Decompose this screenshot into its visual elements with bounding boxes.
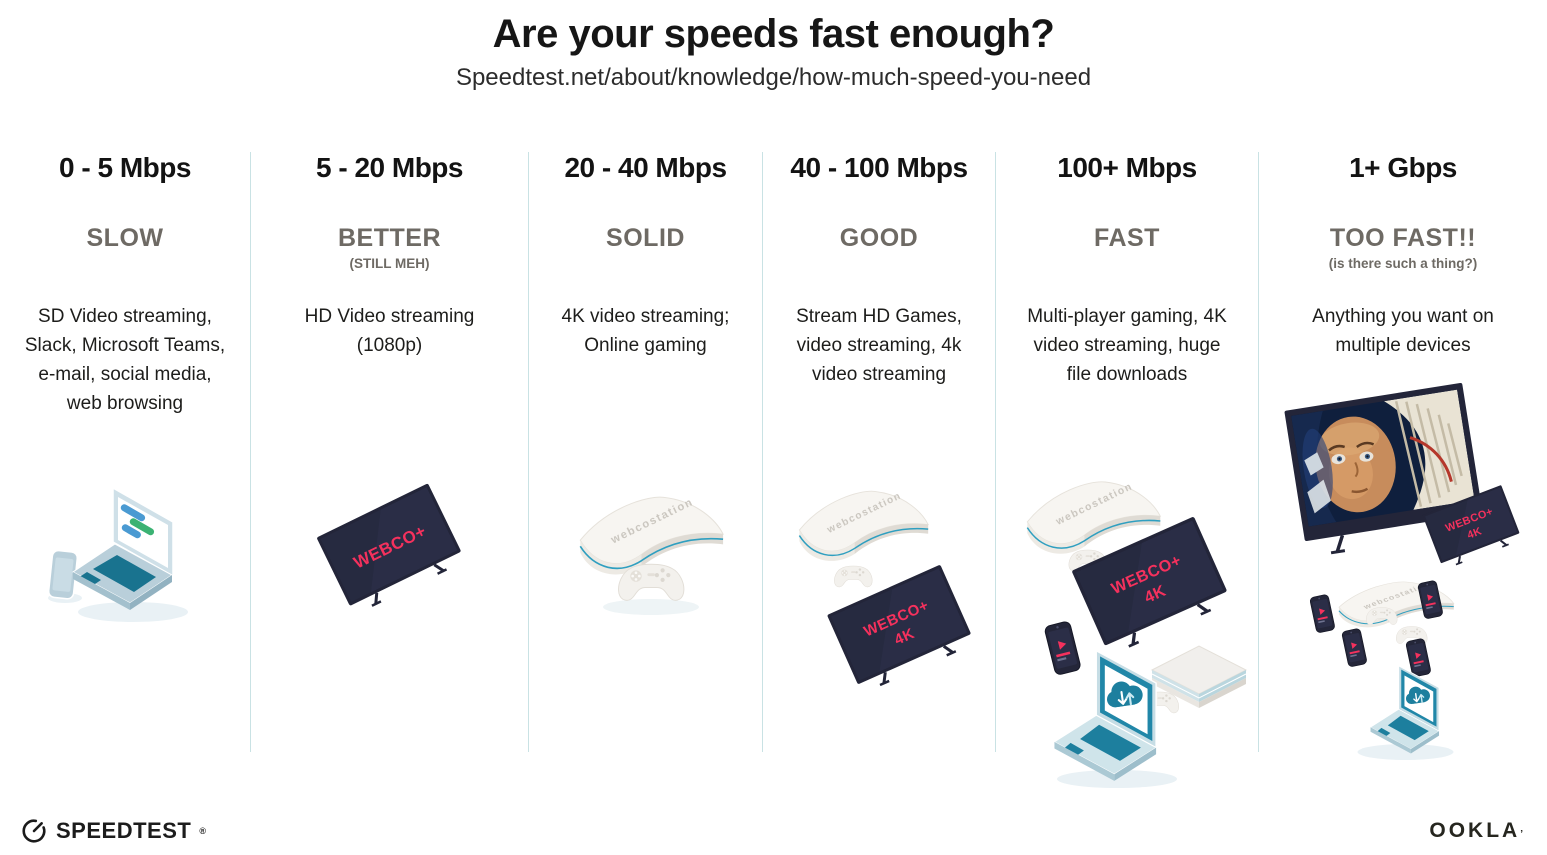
page-title: Are your speeds fast enough? bbox=[492, 12, 1055, 56]
phone-video-icon bbox=[1043, 620, 1082, 677]
rating-label: SLOW bbox=[86, 224, 164, 252]
speedtest-gauge-icon bbox=[22, 819, 46, 843]
console-illustration bbox=[578, 495, 724, 615]
page-subtitle-url: Speedtest.net/about/knowledge/how-much-s… bbox=[455, 64, 1092, 91]
tv-illustration: WEBCO+ bbox=[314, 481, 467, 617]
rating-label: GOOD bbox=[839, 224, 919, 252]
game-controller-icon bbox=[617, 563, 684, 601]
speedtest-wordmark: SPEEDTEST bbox=[56, 818, 192, 843]
rating-label: BETTER bbox=[338, 224, 441, 252]
phone-video-icon bbox=[1417, 579, 1444, 620]
tv-4k-icon: WEBCO+ 4K bbox=[1421, 483, 1524, 571]
game-console-icon bbox=[578, 495, 724, 576]
column-1-plus-gbps: 1+ Gbps TOO FAST!! (is there such a thin… bbox=[1258, 152, 1547, 760]
use-case-description: Multi-player gaming, 4K video streaming,… bbox=[1027, 306, 1227, 385]
column-5-20-mbps: 5 - 20 Mbps BETTER (STILL MEH) HD Video … bbox=[250, 152, 528, 752]
ookla-trademark: ’ bbox=[1520, 829, 1523, 840]
rating-label: TOO FAST!! bbox=[1329, 224, 1477, 252]
astronaut-movie-still bbox=[1291, 389, 1475, 527]
use-case-description: Anything you want on multiple devices bbox=[1312, 306, 1494, 356]
rating-label: FAST bbox=[1094, 224, 1160, 252]
movie-tv-icon bbox=[1284, 383, 1483, 555]
laptop-download-icon bbox=[1369, 665, 1440, 755]
page-header: Are your speeds fast enough? Speedtest.n… bbox=[0, 12, 1547, 92]
tv-4k-icon: WEBCO+ 4K bbox=[1069, 514, 1234, 658]
tv-4k-text: 4K bbox=[1466, 525, 1484, 541]
illustration-hd-tv: WEBCO+ bbox=[297, 462, 482, 647]
speed-range: 0 - 5 Mbps bbox=[59, 152, 191, 183]
laptop-icon bbox=[72, 486, 174, 610]
rating-note: (STILL MEH) bbox=[349, 256, 430, 271]
illustration-game-console bbox=[551, 467, 741, 642]
use-case-description: HD Video streaming (1080p) bbox=[304, 306, 475, 356]
illustration-multi-device: WEBCO+ 4K bbox=[1002, 457, 1252, 797]
speed-columns: 0 - 5 Mbps SLOW SD Video streaming, Slac… bbox=[0, 152, 1547, 788]
laptop-phone-illustration bbox=[47, 486, 188, 622]
tv-4k-icon: WEBCO+ 4K bbox=[825, 563, 977, 696]
column-40-100-mbps: 40 - 100 Mbps GOOD Stream HD Games, vide… bbox=[762, 152, 995, 752]
tv-4k-text: 4K bbox=[892, 625, 917, 649]
illustration-everything: WEBCO+ 4K bbox=[1266, 360, 1541, 770]
game-console-icon bbox=[798, 489, 929, 562]
use-case-description: 4K video streaming; Online gaming bbox=[561, 306, 730, 356]
use-case-description: Stream HD Games, video streaming, 4k vid… bbox=[796, 306, 962, 385]
speed-range: 1+ Gbps bbox=[1349, 152, 1457, 183]
tv-icon: WEBCO+ bbox=[314, 481, 467, 617]
chat-bubbles-icon bbox=[120, 504, 155, 539]
multi-device-illustration: WEBCO+ 4K bbox=[1026, 480, 1247, 788]
column-20-40-mbps: 20 - 40 Mbps SOLID 4K video streaming; O… bbox=[528, 152, 762, 752]
ookla-logo: OOKLA ’ bbox=[1429, 819, 1523, 843]
everything-illustration: WEBCO+ 4K bbox=[1284, 383, 1524, 760]
speed-range: 5 - 20 Mbps bbox=[316, 152, 463, 183]
ookla-wordmark: OOKLA bbox=[1429, 819, 1521, 842]
speed-range: 40 - 100 Mbps bbox=[790, 152, 968, 183]
illustration-laptop-and-phone bbox=[25, 462, 225, 637]
use-case-description: SD Video streaming, Slack, Microsoft Tea… bbox=[24, 306, 226, 414]
illustration-console-and-4k-tv: WEBCO+ 4K bbox=[772, 465, 987, 710]
speedtest-trademark: ® bbox=[199, 826, 206, 836]
phone-video-icon bbox=[1341, 627, 1368, 668]
rating-note: (is there such a thing?) bbox=[1328, 256, 1478, 271]
game-controller-icon bbox=[834, 565, 873, 588]
phone-video-icon bbox=[1309, 593, 1336, 634]
console-tv-illustration: WEBCO+ 4K bbox=[798, 489, 977, 696]
column-100-plus-mbps: 100+ Mbps FAST Multi-player gaming, 4K v… bbox=[995, 152, 1258, 788]
speedtest-logo: SPEEDTEST ® bbox=[20, 817, 206, 845]
speed-range: 100+ Mbps bbox=[1057, 152, 1197, 183]
rating-label: SOLID bbox=[606, 224, 685, 252]
speed-range: 20 - 40 Mbps bbox=[564, 152, 727, 183]
column-0-5-mbps: 0 - 5 Mbps SLOW SD Video streaming, Slac… bbox=[0, 152, 250, 752]
